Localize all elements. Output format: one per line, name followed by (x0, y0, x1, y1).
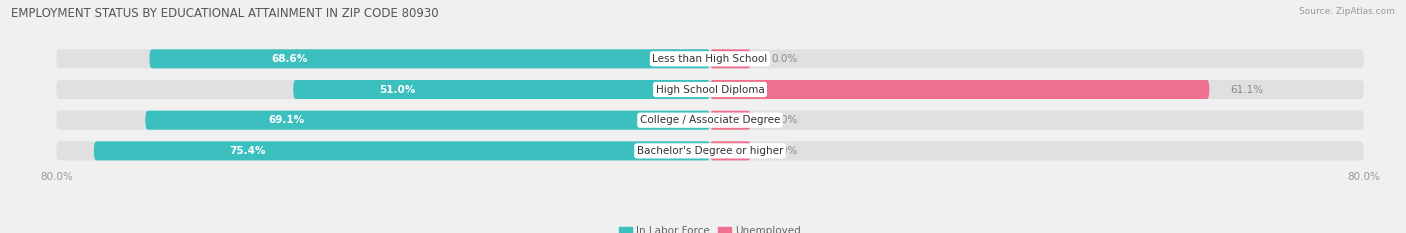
FancyBboxPatch shape (149, 49, 710, 68)
Text: 75.4%: 75.4% (229, 146, 266, 156)
FancyBboxPatch shape (710, 141, 751, 160)
Text: Source: ZipAtlas.com: Source: ZipAtlas.com (1299, 7, 1395, 16)
Text: 68.6%: 68.6% (271, 54, 308, 64)
FancyBboxPatch shape (145, 111, 710, 130)
Legend: In Labor Force, Unemployed: In Labor Force, Unemployed (616, 222, 804, 233)
Text: 0.0%: 0.0% (772, 54, 797, 64)
FancyBboxPatch shape (710, 111, 751, 130)
Text: 0.0%: 0.0% (772, 115, 797, 125)
Text: EMPLOYMENT STATUS BY EDUCATIONAL ATTAINMENT IN ZIP CODE 80930: EMPLOYMENT STATUS BY EDUCATIONAL ATTAINM… (11, 7, 439, 20)
Text: High School Diploma: High School Diploma (655, 85, 765, 95)
FancyBboxPatch shape (94, 141, 710, 160)
FancyBboxPatch shape (56, 80, 1364, 99)
FancyBboxPatch shape (56, 141, 1364, 160)
Text: 61.1%: 61.1% (1230, 85, 1263, 95)
FancyBboxPatch shape (710, 49, 751, 68)
Text: College / Associate Degree: College / Associate Degree (640, 115, 780, 125)
Text: 0.0%: 0.0% (772, 146, 797, 156)
Text: Bachelor's Degree or higher: Bachelor's Degree or higher (637, 146, 783, 156)
FancyBboxPatch shape (294, 80, 710, 99)
FancyBboxPatch shape (56, 111, 1364, 130)
Text: 51.0%: 51.0% (380, 85, 416, 95)
FancyBboxPatch shape (56, 49, 1364, 68)
Text: 69.1%: 69.1% (269, 115, 305, 125)
Text: Less than High School: Less than High School (652, 54, 768, 64)
FancyBboxPatch shape (710, 80, 1209, 99)
